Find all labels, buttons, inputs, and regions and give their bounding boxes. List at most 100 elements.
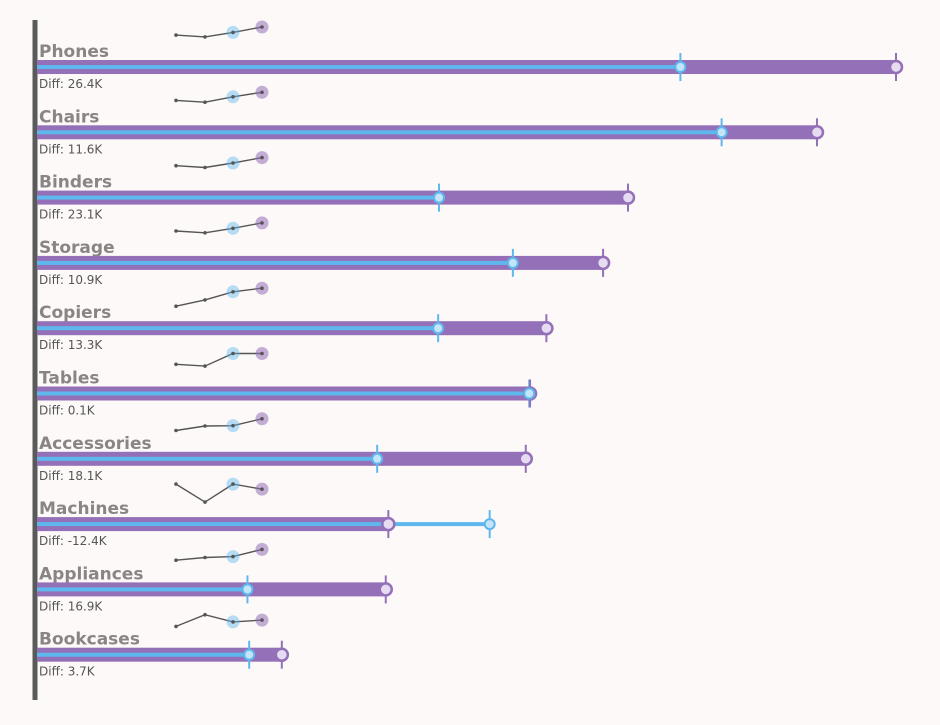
sparkline	[175, 26, 263, 38]
category-row: Phones Diff: 26.4K	[37, 20, 904, 91]
sparkline	[175, 156, 263, 169]
category-row: Copiers Diff: 13.3K	[37, 281, 554, 352]
diff-label: Diff: 10.9K	[39, 273, 103, 287]
previous-end-marker[interactable]	[241, 583, 254, 596]
current-end-marker[interactable]	[381, 516, 396, 532]
sparkline	[175, 613, 263, 628]
category-row: Bookcases Diff: 3.7K	[37, 612, 290, 679]
sparkline-point	[174, 229, 178, 233]
previous-bar[interactable]	[37, 130, 722, 135]
sparkline-point	[203, 500, 207, 504]
previous-end-marker[interactable]	[483, 518, 496, 531]
sparkline-point	[174, 33, 178, 37]
diff-label: Diff: 3.7K	[39, 665, 96, 679]
category-row: Tables Diff: 0.1K	[37, 347, 538, 418]
current-end-marker[interactable]	[809, 125, 825, 140]
category-label: Tables	[39, 369, 100, 389]
category-label: Phones	[39, 42, 109, 62]
sparkline-point	[231, 554, 235, 559]
previous-bar[interactable]	[37, 587, 248, 592]
sparkline-point	[231, 482, 235, 486]
diff-label: Diff: -12.4K	[39, 534, 108, 548]
sparkline-point	[203, 364, 207, 368]
previous-end-marker[interactable]	[371, 452, 384, 465]
sparkline	[175, 483, 263, 503]
sparkline-point	[260, 487, 264, 491]
category-label: Storage	[39, 238, 115, 258]
category-row: Chairs Diff: 11.6K	[37, 85, 825, 156]
sparkline	[175, 91, 263, 103]
category-label: Machines	[39, 499, 129, 519]
category-label: Bookcases	[39, 630, 140, 650]
sparkline-point	[231, 290, 235, 294]
category-label: Chairs	[39, 107, 99, 127]
sparkline-point	[203, 424, 207, 428]
previous-bar[interactable]	[37, 391, 530, 396]
category-row: Machines Diff: -12.4K	[37, 477, 496, 548]
sparkline	[175, 548, 263, 561]
sparkline-point	[231, 226, 235, 231]
current-end-marker[interactable]	[595, 255, 611, 271]
previous-bar[interactable]	[37, 326, 439, 331]
sparkline-point	[260, 25, 264, 29]
sparkline-point	[260, 618, 264, 622]
previous-bar[interactable]	[37, 652, 250, 657]
sparkline-point	[231, 351, 235, 356]
previous-end-marker[interactable]	[523, 387, 536, 400]
category-label: Appliances	[39, 564, 143, 584]
category-row: Appliances Diff: 16.9K	[37, 542, 394, 613]
previous-bar[interactable]	[37, 260, 513, 265]
sparkline-point	[174, 98, 178, 103]
current-end-marker[interactable]	[620, 190, 636, 205]
sparkline-point	[174, 304, 178, 309]
category-label: Binders	[39, 173, 112, 193]
sparkline-point	[260, 351, 264, 356]
sparkline-point	[231, 95, 235, 99]
diff-label: Diff: 13.3K	[39, 338, 103, 352]
current-end-marker[interactable]	[888, 59, 904, 75]
current-end-marker[interactable]	[274, 647, 290, 662]
previous-bar[interactable]	[37, 522, 490, 527]
sparkline-point	[260, 286, 264, 291]
current-end-marker[interactable]	[539, 320, 554, 336]
sparkline-point	[260, 221, 264, 225]
sparkline-point	[203, 35, 207, 39]
sparkline-point	[203, 612, 207, 617]
sparkline-point	[260, 155, 264, 160]
category-row: Storage Diff: 10.9K	[37, 216, 611, 287]
previous-end-marker[interactable]	[243, 648, 256, 661]
sparkline-point	[203, 298, 207, 302]
sparkline-point	[203, 165, 207, 170]
sparkline-point	[231, 620, 235, 624]
previous-end-marker[interactable]	[433, 191, 446, 204]
previous-end-marker[interactable]	[432, 322, 445, 335]
previous-end-marker[interactable]	[715, 126, 728, 139]
previous-end-marker[interactable]	[506, 256, 519, 269]
sparkline-point	[203, 555, 207, 560]
current-end-marker[interactable]	[378, 582, 394, 597]
category-row: Binders Diff: 23.1K	[37, 151, 636, 222]
category-label: Copiers	[39, 303, 111, 323]
sparkline	[175, 222, 263, 234]
diff-label: Diff: 23.1K	[39, 208, 103, 222]
sparkline-point	[203, 100, 207, 104]
previous-bar[interactable]	[37, 195, 440, 200]
current-end-marker[interactable]	[518, 451, 534, 467]
sparkline-point	[174, 428, 178, 433]
previous-bar[interactable]	[37, 456, 378, 461]
sparkline-point	[260, 417, 264, 421]
sparkline-point	[174, 558, 178, 562]
previous-bar[interactable]	[37, 65, 681, 69]
sparkline-point	[174, 362, 178, 367]
previous-end-marker[interactable]	[674, 61, 687, 73]
diff-label: Diff: 26.4K	[39, 77, 103, 91]
category-row: Accessories Diff: 18.1K	[37, 412, 534, 483]
diff-label: Diff: 18.1K	[39, 469, 103, 483]
sparkline-point	[231, 161, 235, 165]
sparkline-point	[260, 90, 264, 95]
sparkline-point	[174, 163, 178, 168]
sparkline	[175, 352, 262, 367]
sparkline-point	[260, 547, 264, 552]
